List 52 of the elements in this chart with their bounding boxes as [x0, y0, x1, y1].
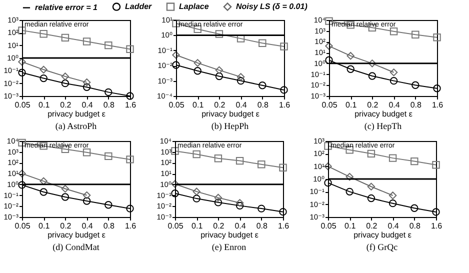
x-tick-label: 0.1 — [346, 100, 358, 110]
x-tick-label: 0.05 — [168, 100, 185, 110]
x-tick-label: 0.2 — [60, 222, 72, 230]
x-tick-label: 1.6 — [430, 222, 443, 230]
x-tick-label: 0.05 — [14, 222, 31, 230]
x-tick-label: 0.05 — [168, 222, 184, 230]
x-tick-label: 0.1 — [344, 222, 356, 230]
x-tick-label: 0.8 — [409, 222, 422, 230]
x-axis-title: privacy budget ε — [200, 230, 259, 240]
x-tick-label: 0.8 — [410, 100, 422, 110]
x-axis-title: privacy budget ε — [354, 230, 412, 240]
x-tick-label: 0.05 — [320, 222, 337, 230]
x-tick-label: 0.05 — [322, 100, 338, 110]
x-axis-title: privacy budget ε — [48, 110, 106, 118]
x-tick-label: 0.8 — [103, 222, 116, 230]
x-tick-label: 1.6 — [278, 222, 290, 230]
x-tick-label: 1.6 — [124, 222, 137, 230]
x-tick-label: 1.6 — [124, 100, 137, 110]
x-axis-title: privacy budget ε — [354, 110, 413, 118]
x-tick-label: 1.6 — [432, 100, 444, 110]
legend-label: Laplace — [179, 2, 210, 11]
x-tick-label: 0.1 — [38, 222, 50, 230]
x-tick-label: 0.8 — [256, 222, 268, 230]
x-tick-label: 0.4 — [82, 222, 94, 230]
x-tick-label: 0.4 — [82, 100, 94, 110]
legend-label: Noisy LS (δ = 0.01) — [236, 2, 308, 11]
x-tick-label: 0.8 — [103, 100, 116, 110]
x-axis-title: privacy budget ε — [202, 110, 260, 118]
legend-label: Ladder — [125, 2, 153, 11]
x-tick-label: 0.8 — [257, 100, 270, 110]
x-tick-label: 0.1 — [192, 222, 204, 230]
x-tick-label: 0.2 — [214, 100, 226, 110]
x-tick-label: 0.2 — [60, 100, 72, 110]
x-tick-label: 1.6 — [278, 100, 291, 110]
x-tick-label: 0.2 — [367, 100, 379, 110]
text: (e) Enron — [212, 242, 247, 252]
x-axis-title: privacy budget ε — [48, 230, 106, 240]
x-tick-label: 0.4 — [388, 222, 400, 230]
text: (f) GrQc — [366, 242, 398, 252]
x-tick-label: 0.4 — [388, 100, 400, 110]
x-tick-label: 0.4 — [234, 222, 246, 230]
x-tick-label: 0.4 — [236, 100, 248, 110]
x-tick-label: 0.1 — [38, 100, 50, 110]
text: (d) CondMat — [52, 242, 100, 252]
text: (b) HepPh — [211, 121, 250, 131]
x-tick-label: 0.2 — [213, 222, 225, 230]
x-tick-label: 0.05 — [14, 100, 31, 110]
text: (a) AstroPh — [55, 121, 98, 131]
legend-label: relative error = 1 — [35, 2, 98, 12]
text: (c) HepTh — [364, 121, 402, 131]
x-tick-label: 0.1 — [192, 100, 204, 110]
x-tick-label: 0.2 — [366, 222, 378, 230]
